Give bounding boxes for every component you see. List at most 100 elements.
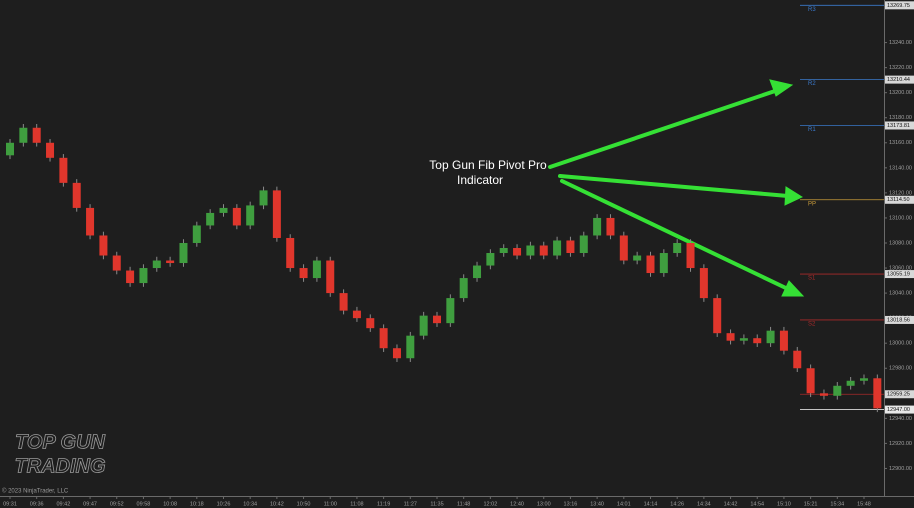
- x-tick-label: 15:10: [777, 501, 791, 507]
- x-tick-label: 15:34: [830, 501, 844, 507]
- x-tick-label: 11:19: [377, 501, 390, 507]
- candle-body: [819, 393, 828, 396]
- pivot-label: R3: [808, 7, 816, 13]
- candle-body: [553, 240, 562, 256]
- price-box: [885, 195, 914, 204]
- y-tick-label: 13180.00: [889, 115, 912, 121]
- candle-body: [19, 127, 28, 143]
- candle-body: [713, 298, 722, 334]
- y-tick-label: 13220.00: [889, 65, 912, 71]
- candle-body: [232, 207, 241, 226]
- y-tick-label: 12940.00: [889, 416, 912, 422]
- candle-body: [166, 260, 175, 264]
- y-tick-label: 13120.00: [889, 190, 912, 196]
- candle-body: [299, 268, 308, 279]
- candle-body: [432, 315, 441, 324]
- candle-body: [566, 240, 575, 254]
- x-tick-label: 13:40: [590, 501, 604, 507]
- candle-body: [379, 328, 388, 349]
- price-box: [885, 405, 914, 414]
- candle-body: [446, 298, 455, 324]
- candle-body: [59, 157, 68, 183]
- annotation: Top Gun Fib Pivot Pro: [429, 158, 547, 172]
- candle-body: [539, 245, 548, 256]
- price-box-label: 13210.44: [887, 77, 910, 83]
- price-box-label: 12959.25: [887, 392, 910, 398]
- candle-body: [312, 260, 321, 279]
- pivot-label: S1: [808, 276, 816, 282]
- x-tick-label: 09:47: [83, 501, 97, 507]
- x-tick-label: 14:34: [697, 501, 711, 507]
- candle-body: [272, 190, 281, 238]
- candle-body: [246, 205, 255, 226]
- candle-body: [726, 333, 735, 341]
- candle-body: [139, 268, 148, 284]
- x-tick-label: 11:00: [324, 501, 337, 507]
- y-tick-label: 12920.00: [889, 441, 912, 447]
- x-tick-label: 09:36: [30, 501, 44, 507]
- candle-body: [366, 318, 375, 329]
- x-tick-label: 09:52: [110, 501, 124, 507]
- candle-body: [32, 127, 41, 143]
- candle-body: [766, 330, 775, 344]
- price-box-label: 13018.56: [887, 317, 910, 323]
- candle-body: [593, 217, 602, 236]
- candle-body: [486, 253, 495, 266]
- candle-body: [459, 278, 468, 299]
- pivot-label: R1: [808, 127, 816, 133]
- candle-body: [72, 182, 81, 208]
- annotation: Indicator: [457, 173, 503, 187]
- candle-body: [499, 248, 508, 254]
- y-tick-label: 12900.00: [889, 466, 912, 472]
- candle-body: [579, 235, 588, 254]
- candle-body: [206, 212, 215, 226]
- candle-body: [192, 225, 201, 243]
- price-box: [885, 270, 914, 279]
- price-box-label: 13269.75: [887, 3, 910, 9]
- candle-body: [126, 270, 135, 284]
- copyright: © 2023 NinjaTrader, LLC: [2, 488, 69, 495]
- y-tick-label: 13040.00: [889, 291, 912, 297]
- price-box-label: 13173.81: [887, 123, 910, 129]
- candle-body: [112, 255, 121, 271]
- x-tick-label: 15:21: [804, 501, 818, 507]
- y-tick-label: 12980.00: [889, 366, 912, 372]
- price-box-label: 13055.19: [887, 272, 910, 278]
- candle-body: [673, 242, 682, 254]
- candle-body: [699, 268, 708, 299]
- x-tick-label: 10:34: [243, 501, 257, 507]
- candle-body: [659, 253, 668, 274]
- y-tick-label: 13060.00: [889, 265, 912, 271]
- candle-body: [339, 293, 348, 311]
- price-box: [885, 121, 914, 130]
- x-tick-label: 10:26: [217, 501, 231, 507]
- x-tick-label: 14:42: [724, 501, 738, 507]
- y-tick-label: 13100.00: [889, 215, 912, 221]
- price-box: [885, 390, 914, 399]
- candle-body: [806, 368, 815, 394]
- x-tick-label: 12:02: [483, 501, 497, 507]
- candle-body: [739, 338, 748, 341]
- x-tick-label: 15:48: [857, 501, 871, 507]
- x-tick-label: 14:01: [617, 501, 631, 507]
- x-tick-label: 11:08: [350, 501, 363, 507]
- candle-body: [526, 245, 535, 256]
- price-box-label: 13114.50: [887, 197, 910, 203]
- candle-body: [419, 315, 428, 336]
- x-tick-label: 10:08: [163, 501, 177, 507]
- pivot-label: S2: [808, 322, 816, 328]
- candle-body: [846, 380, 855, 386]
- x-tick-label: 10:18: [190, 501, 204, 507]
- x-tick-label: 10:50: [297, 501, 311, 507]
- y-tick-label: 13160.00: [889, 140, 912, 146]
- x-tick-label: 13:16: [564, 501, 578, 507]
- y-tick-label: 13200.00: [889, 90, 912, 96]
- y-tick-label: 13000.00: [889, 341, 912, 347]
- x-tick-label: 09:58: [137, 501, 151, 507]
- candle-body: [259, 190, 268, 206]
- candle-body: [473, 265, 482, 279]
- candle-body: [859, 378, 868, 381]
- candle-body: [99, 235, 108, 256]
- price-box: [885, 75, 914, 84]
